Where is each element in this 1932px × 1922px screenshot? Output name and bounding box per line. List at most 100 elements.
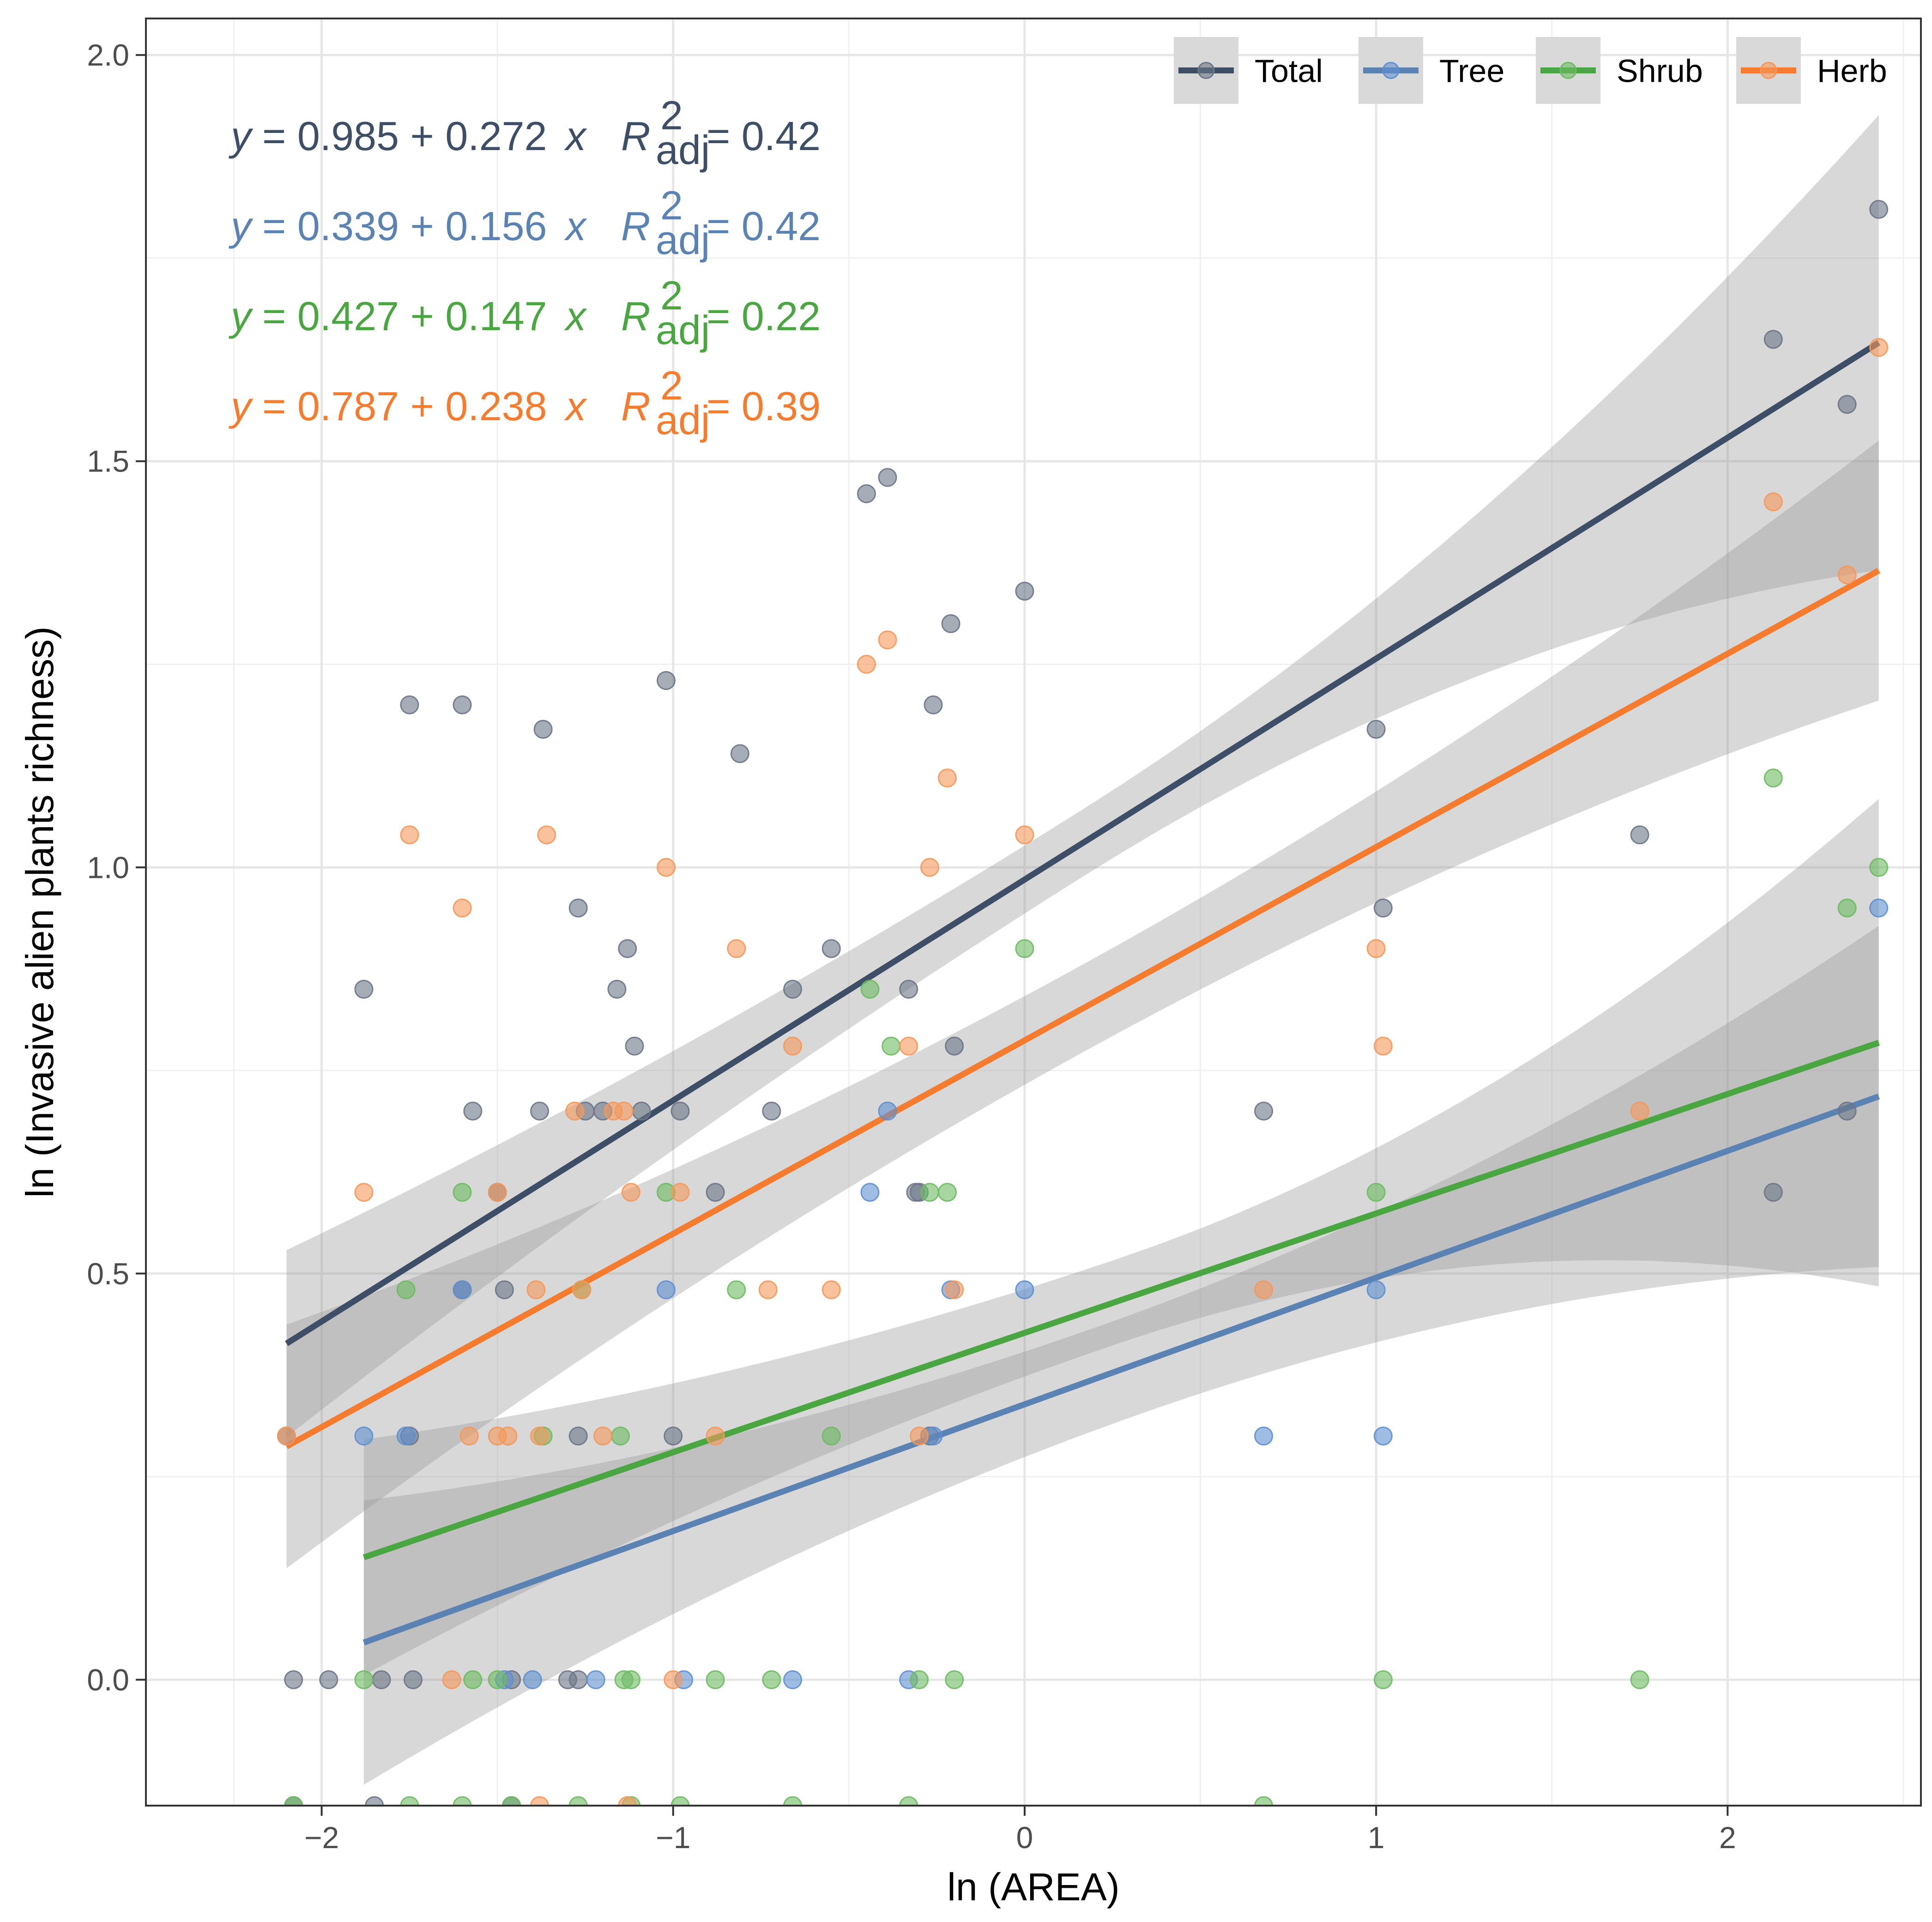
regression-line-tree <box>362 1094 1880 1646</box>
panel-border <box>145 18 1922 1807</box>
data-point-total <box>533 719 553 739</box>
data-point-tree <box>1373 1426 1393 1446</box>
data-point-herb <box>618 1796 637 1806</box>
data-point-total <box>495 1280 514 1299</box>
data-point-tree <box>783 1670 803 1689</box>
equation-y: y <box>229 113 254 159</box>
data-point-total <box>1373 898 1393 918</box>
legend-label: Shrub <box>1617 53 1703 89</box>
legend-label: Total <box>1255 53 1323 89</box>
data-points <box>277 199 1889 1806</box>
data-point-herb <box>572 1280 592 1299</box>
data-point-herb <box>442 1670 461 1689</box>
data-point-shrub <box>920 1183 939 1202</box>
y-tick-label: 0.5 <box>87 1257 129 1291</box>
data-point-herb <box>621 1183 640 1202</box>
data-point-tree <box>586 1670 605 1689</box>
data-point-herb <box>1373 1036 1393 1056</box>
data-point-total <box>899 979 918 999</box>
data-point-tree <box>878 1101 897 1121</box>
data-point-shrub <box>1763 768 1783 788</box>
equation-r-superscript: 2 <box>660 92 683 138</box>
legend-item-herb: Herb <box>1736 37 1887 104</box>
data-point-total <box>706 1183 725 1202</box>
data-point-shrub <box>621 1670 640 1689</box>
regression-line-total <box>285 340 1881 1346</box>
data-point-herb <box>657 858 676 877</box>
data-point-total <box>618 939 637 958</box>
data-point-total <box>657 671 676 690</box>
legend-key-point <box>1197 62 1215 79</box>
data-point-total <box>453 695 472 714</box>
data-point-herb <box>878 630 897 650</box>
legend-item-tree: Tree <box>1358 37 1504 104</box>
data-point-herb <box>910 1426 929 1446</box>
data-point-total <box>319 1670 338 1689</box>
data-point-total <box>404 1670 423 1689</box>
equation-r: R <box>621 383 651 429</box>
data-point-total <box>857 484 876 503</box>
data-point-herb <box>706 1426 725 1446</box>
data-point-shrub <box>727 1280 746 1299</box>
x-tick-label: −1 <box>656 1820 690 1855</box>
equation-r: R <box>621 293 651 339</box>
data-point-total <box>664 1426 683 1446</box>
data-point-total <box>821 939 841 958</box>
data-point-total <box>568 1426 588 1446</box>
data-point-total <box>530 1101 549 1121</box>
data-point-herb <box>530 1796 549 1806</box>
data-point-total <box>1837 1101 1857 1121</box>
equation-r-subscript: adj <box>656 397 710 443</box>
confidence-band-shrub <box>363 799 1879 1675</box>
data-point-herb <box>945 1280 964 1299</box>
data-point-herb <box>1254 1280 1274 1299</box>
y-tick-label: 2.0 <box>87 38 129 72</box>
confidence-band-tree <box>363 925 1879 1785</box>
data-point-tree <box>396 1426 416 1446</box>
x-tick-label: −2 <box>304 1820 339 1855</box>
data-point-herb <box>354 1183 374 1202</box>
data-point-total <box>783 979 803 999</box>
data-point-shrub <box>453 1796 472 1806</box>
data-point-herb <box>400 825 419 845</box>
data-point-total <box>400 695 419 714</box>
data-point-herb <box>938 768 957 788</box>
equation-x: x <box>564 203 587 249</box>
data-point-total <box>878 468 897 487</box>
data-point-shrub <box>611 1426 630 1446</box>
data-point-shrub <box>1373 1670 1393 1689</box>
equation-r-superscript: 2 <box>660 363 683 408</box>
data-point-total <box>1630 825 1649 845</box>
data-point-total <box>1254 1101 1274 1121</box>
data-point-herb <box>530 1426 549 1446</box>
legend-key-point <box>1559 62 1577 79</box>
confidence-band-herb <box>286 441 1879 1568</box>
data-point-shrub <box>1366 1183 1386 1202</box>
data-point-tree <box>1254 1426 1274 1446</box>
data-point-herb <box>593 1426 613 1446</box>
data-point-shrub <box>881 1036 901 1056</box>
data-point-total <box>372 1670 391 1689</box>
equation-x: x <box>564 293 587 339</box>
data-point-shrub <box>400 1796 419 1806</box>
data-point-tree <box>657 1280 676 1299</box>
data-point-herb <box>727 939 746 958</box>
data-point-herb <box>899 1036 918 1056</box>
equation-r2-value: = 0.22 <box>706 293 821 339</box>
data-point-herb <box>565 1101 585 1121</box>
data-point-herb <box>1015 825 1034 845</box>
data-point-shrub <box>762 1670 781 1689</box>
data-point-shrub <box>706 1670 725 1689</box>
data-point-shrub <box>860 979 880 999</box>
legend-key-point <box>1382 62 1400 79</box>
data-point-total <box>941 614 960 634</box>
data-point-tree <box>1366 1280 1386 1299</box>
x-axis-title: ln (AREA) <box>947 1865 1119 1909</box>
data-point-total <box>762 1101 781 1121</box>
data-point-total <box>1869 199 1889 219</box>
data-point-shrub <box>783 1796 803 1806</box>
